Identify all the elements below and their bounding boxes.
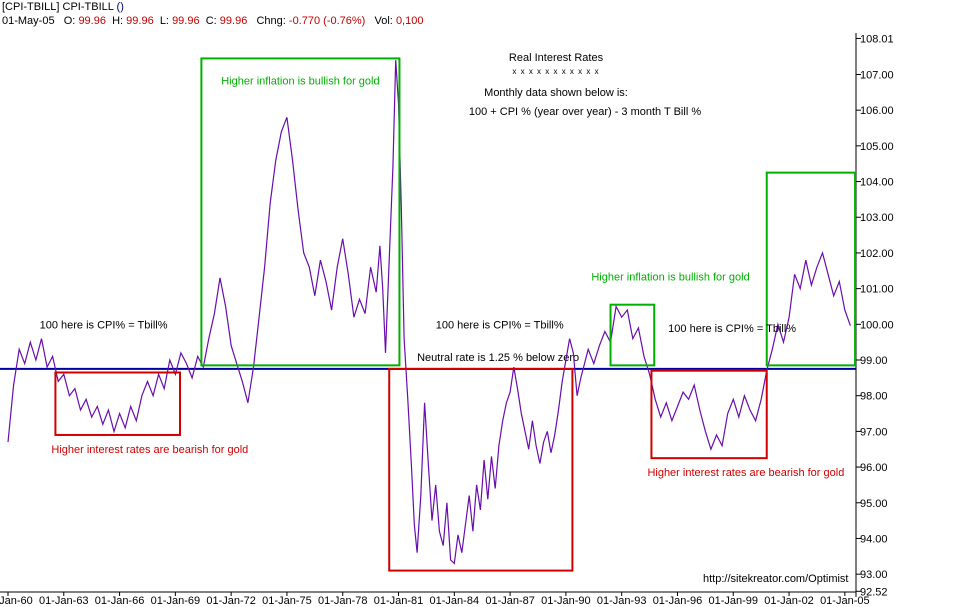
high-value: 99.96 [126, 15, 154, 27]
y-tick-label: 98.00 [860, 391, 888, 403]
chart-credit: http://sitekreator.com/Optimist [703, 573, 849, 585]
y-tick-label: 96.00 [860, 462, 888, 474]
vol-label: Vol: [374, 15, 393, 27]
bullish-region-label: Higher inflation is bullish for gold [221, 75, 379, 87]
x-tick-label: 01-Jan-93 [597, 595, 647, 607]
x-tick-label: 01-Jan-66 [95, 595, 145, 607]
open-value: 99.96 [78, 15, 106, 27]
x-tick-label: 01-Jan-87 [485, 595, 535, 607]
chart-title-underline: x x x x x x x x x x x [512, 67, 599, 76]
close-value: 99.96 [219, 15, 248, 27]
x-tick-label: 01-Jan-02 [764, 595, 814, 607]
x-tick-label: 01-Jan-84 [430, 595, 480, 607]
open-label: O: [63, 15, 76, 27]
y-tick-label: 97.00 [860, 426, 888, 438]
x-tick-label: 01-Jan-72 [206, 595, 256, 607]
cpi-equals-tbill-note: 100 here is CPI% = Tbill% [668, 323, 796, 335]
neutral-rate-label: Neutral rate is 1.25 % below zero [417, 352, 579, 364]
header-date: 01-May-05 [2, 15, 55, 27]
x-tick-label: 01-Jan-60 [0, 595, 33, 607]
x-tick-label: 01-Jan-05 [820, 595, 870, 607]
x-tick-label: 01-Jan-81 [374, 595, 424, 607]
x-tick-label: 01-Jan-78 [318, 595, 368, 607]
cpi-equals-tbill-note: 100 here is CPI% = Tbill% [436, 319, 564, 331]
y-tick-label: 94.00 [860, 533, 888, 545]
x-tick-label: 01-Jan-96 [653, 595, 703, 607]
y-tick-label: 105.00 [860, 141, 894, 153]
bearish-region-box [388, 367, 574, 572]
low-value: 99.96 [172, 15, 200, 27]
y-tick-label: 106.00 [860, 105, 894, 117]
y-tick-label: 108.01 [860, 33, 894, 45]
y-tick-label: 92.52 [860, 586, 888, 598]
bullish-region-box [765, 171, 857, 367]
y-tick-label: 100.00 [860, 319, 894, 331]
y-tick-label: 93.00 [860, 569, 888, 581]
y-tick-label: 102.00 [860, 248, 894, 260]
change-value: -0.770 (-0.76%) [288, 15, 366, 27]
chart-subtitle: Monthly data shown below is: [484, 87, 628, 99]
cpi-tbill-series-line [7, 60, 851, 565]
x-tick-label: 01-Jan-99 [708, 595, 758, 607]
y-tick-label: 107.00 [860, 69, 894, 81]
bullish-region-label: Higher inflation is bullish for gold [591, 272, 749, 284]
y-tick-label: 99.00 [860, 355, 888, 367]
symbol-params: () [116, 1, 124, 13]
y-tick-label: 103.00 [860, 212, 894, 224]
bearish-region-label: Higher interest rates are bearish for go… [647, 467, 844, 479]
bearish-region-box [54, 371, 182, 436]
bearish-region-label: Higher interest rates are bearish for go… [51, 444, 248, 456]
close-label: C: [205, 15, 217, 27]
chart-title: Real Interest Rates [509, 52, 604, 64]
x-tick-label: 01-Jan-90 [541, 595, 591, 607]
chart-formula: 100 + CPI % (year over year) - 3 month T… [469, 106, 701, 118]
bullish-region-box [200, 57, 401, 367]
bullish-region-box [609, 303, 656, 367]
x-tick-label: 01-Jan-69 [151, 595, 201, 607]
y-tick-label: 104.00 [860, 177, 894, 189]
symbol-label: [CPI-TBILL] CPI-TBILL [2, 1, 114, 13]
chart-header-line2: 01-May-05 O: 99.96 H: 99.96 L: 99.96 C: … [2, 15, 423, 27]
y-tick-label: 101.00 [860, 284, 894, 296]
y-tick-label: 95.00 [860, 498, 888, 510]
change-label: Chng: [256, 15, 286, 27]
x-tick-label: 01-Jan-63 [39, 595, 89, 607]
chart-header-line1: [CPI-TBILL] CPI-TBILL () [2, 1, 124, 13]
vol-value: 0,100 [395, 15, 424, 27]
cpi-equals-tbill-note: 100 here is CPI% = Tbill% [40, 319, 168, 331]
high-label: H: [112, 15, 124, 27]
x-tick-label: 01-Jan-75 [262, 595, 312, 607]
bearish-region-box [650, 369, 768, 460]
low-label: L: [159, 15, 169, 27]
